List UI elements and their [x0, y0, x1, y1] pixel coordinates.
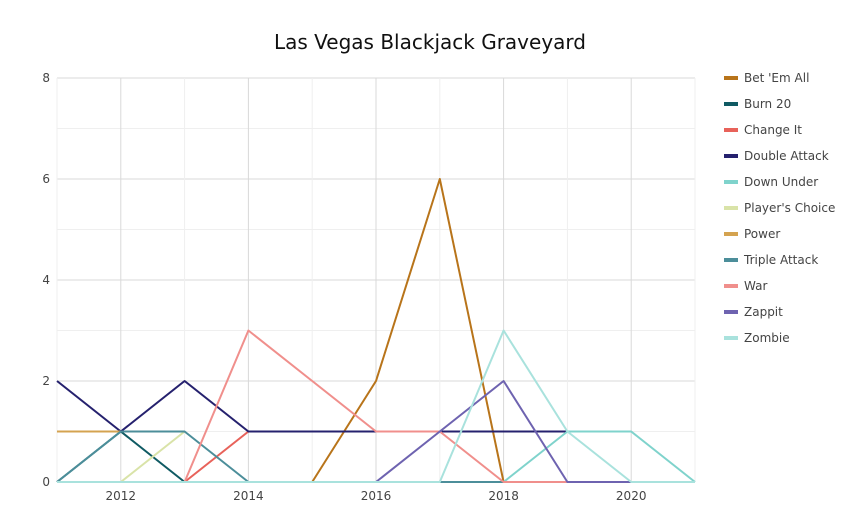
legend-label: Burn 20	[744, 97, 791, 111]
x-axis-ticks: 2012 2014 2016 2018 2020	[106, 489, 647, 503]
legend-item-double-attack[interactable]: Double Attack	[724, 149, 829, 163]
legend-item-zappit[interactable]: Zappit	[724, 305, 783, 319]
legend-item-power[interactable]: Power	[724, 227, 780, 241]
legend-item-bet-em-all[interactable]: Bet 'Em All	[724, 71, 809, 85]
legend-swatch	[724, 206, 738, 210]
legend-swatch	[724, 180, 738, 184]
series-line-down-under	[502, 430, 696, 483]
legend-label: Double Attack	[744, 149, 829, 163]
legend-swatch	[724, 284, 738, 288]
y-tick-label: 2	[42, 374, 50, 388]
x-tick-label: 2020	[616, 489, 647, 503]
series-line-double-attack	[56, 380, 568, 433]
x-tick-label: 2016	[361, 489, 392, 503]
x-tick-label: 2018	[488, 489, 519, 503]
legend-label: Bet 'Em All	[744, 71, 809, 85]
legend-label: Down Under	[744, 175, 818, 189]
x-tick-label: 2014	[233, 489, 264, 503]
legend[interactable]: Bet 'Em All Burn 20 Change It Double Attack…	[724, 71, 835, 345]
y-tick-label: 0	[42, 475, 50, 489]
legend-swatch	[724, 310, 738, 314]
legend-item-change-it[interactable]: Change It	[724, 123, 802, 137]
series-lines	[56, 178, 696, 483]
legend-item-war[interactable]: War	[724, 279, 767, 293]
legend-label: Power	[744, 227, 780, 241]
y-axis-ticks: 0 2 4 6 8	[42, 71, 50, 489]
legend-swatch	[724, 232, 738, 236]
series-line-player-s-choice	[120, 430, 186, 483]
grid	[56, 77, 696, 483]
legend-swatch	[724, 154, 738, 158]
series-line-triple-attack	[56, 430, 504, 483]
legend-item-zombie[interactable]: Zombie	[724, 331, 790, 345]
legend-item-burn-20[interactable]: Burn 20	[724, 97, 791, 111]
y-tick-label: 6	[42, 172, 50, 186]
legend-label: War	[744, 279, 767, 293]
legend-label: Zombie	[744, 331, 790, 345]
legend-item-down-under[interactable]: Down Under	[724, 175, 818, 189]
y-tick-label: 8	[42, 71, 50, 85]
legend-swatch	[724, 102, 738, 106]
legend-item-player-s-choice[interactable]: Player's Choice	[724, 201, 835, 215]
legend-swatch	[724, 76, 738, 80]
legend-swatch	[724, 336, 738, 340]
series-line-war	[183, 329, 568, 483]
legend-label: Triple Attack	[743, 253, 818, 267]
chart-title: Las Vegas Blackjack Graveyard	[274, 30, 586, 54]
legend-swatch	[724, 258, 738, 262]
legend-item-triple-attack[interactable]: Triple Attack	[724, 253, 818, 267]
series-line-zombie	[57, 329, 695, 483]
legend-label: Change It	[744, 123, 802, 137]
legend-label: Player's Choice	[744, 201, 835, 215]
legend-swatch	[724, 128, 738, 132]
y-tick-label: 4	[42, 273, 50, 287]
series-line-zappit	[375, 380, 632, 483]
legend-label: Zappit	[744, 305, 783, 319]
x-tick-label: 2012	[106, 489, 137, 503]
